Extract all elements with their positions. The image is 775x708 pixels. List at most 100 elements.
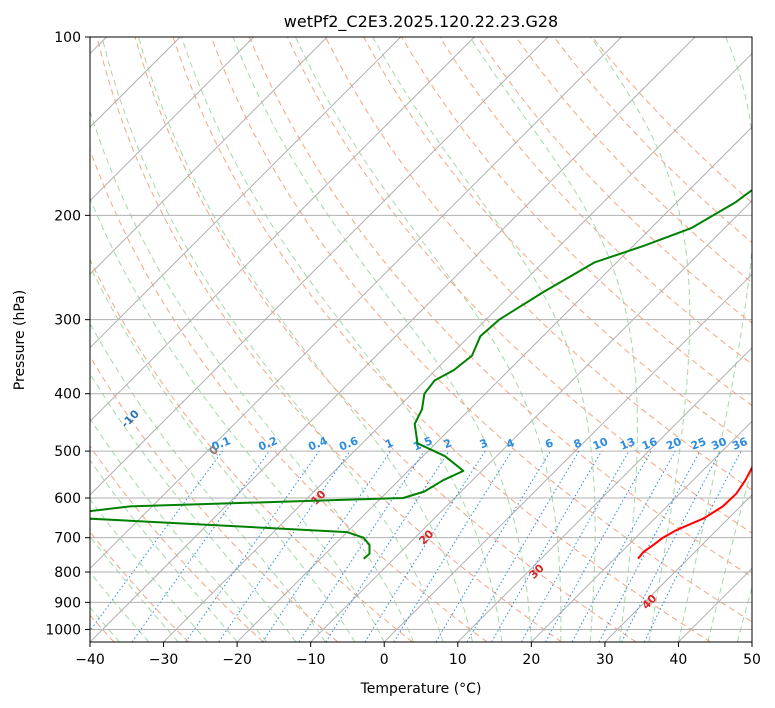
mixing-ratio-label: 1 — [383, 436, 395, 451]
mixing-ratio-label: 2 — [442, 436, 454, 451]
mixing-ratio-line — [521, 450, 630, 642]
isotherm — [90, 37, 622, 570]
isotherm — [90, 37, 402, 349]
mixing-ratio-label: 16 — [640, 435, 659, 453]
y-tick-label: 900 — [54, 595, 81, 611]
moist-adiabat — [90, 196, 385, 642]
isotherm — [457, 347, 752, 642]
x-tick-label: 30 — [596, 652, 614, 668]
y-tick-label: 500 — [54, 444, 81, 460]
moist-adiabat — [590, 37, 691, 642]
mixing-ratio-line — [393, 450, 513, 642]
moist-adiabat — [736, 585, 752, 642]
moist-adiabat — [181, 37, 503, 642]
dry-adiabat — [591, 37, 752, 204]
mixing-ratio-label: 6 — [543, 436, 555, 451]
plot-frame — [89, 36, 753, 643]
y-tick-label: 1000 — [45, 622, 81, 638]
y-tick-label: 100 — [54, 30, 81, 46]
mixing-ratio-line — [298, 450, 425, 642]
x-tick-label: 40 — [670, 652, 688, 668]
mixing-ratio-line — [435, 450, 551, 642]
moist-adiabat — [707, 465, 752, 642]
line-labels: 0.10.20.40.611.52346810131620253036-100-… — [119, 407, 750, 612]
moist-adiabat — [295, 37, 562, 642]
x-tick-label: 50 — [743, 652, 761, 668]
dry-adiabat-label: 40 — [639, 592, 659, 612]
x-tick-label: −40 — [75, 652, 105, 668]
dry-adiabat — [90, 355, 339, 642]
y-tick-label: 300 — [54, 313, 81, 329]
moist-adiabat — [90, 322, 326, 642]
dry-adiabat — [90, 445, 264, 642]
isotherm — [90, 37, 549, 496]
x-tick-label: 0 — [380, 652, 389, 668]
isotherm — [604, 494, 752, 642]
mixing-ratio-label: 36 — [730, 435, 749, 453]
mixing-ratio-line — [466, 450, 580, 642]
y-axis: 100 200 300 400 500 600 700 800 900 1000 — [45, 30, 90, 638]
y-tick-label: 700 — [54, 531, 81, 547]
x-tick-label: −30 — [149, 652, 179, 668]
moist-adiabat — [677, 37, 752, 642]
moist-adiabat — [90, 372, 297, 642]
x-axis-label: Temperature (°C) — [360, 681, 482, 697]
mixing-ratio-line — [185, 450, 320, 642]
mixing-ratio-label: 30 — [710, 435, 729, 453]
moist-adiabat — [232, 37, 532, 642]
y-tick-label: 400 — [54, 387, 81, 403]
x-tick-label: 10 — [449, 652, 467, 668]
mixing-ratio-label: 3 — [478, 436, 490, 451]
mixing-ratio-line — [325, 450, 450, 642]
mixing-ratio-label: 8 — [572, 436, 584, 451]
mixing-ratio-label: 13 — [618, 435, 637, 453]
dry-adiabat — [90, 148, 488, 642]
moist-adiabat — [90, 459, 238, 642]
mixing-ratio-line — [262, 450, 391, 642]
isotherm — [90, 37, 255, 202]
isotherm — [383, 273, 752, 642]
profiles — [90, 188, 752, 560]
dry-adiabat — [210, 37, 752, 623]
moist-adiabat — [90, 109, 415, 642]
y-tick-label: 800 — [54, 565, 81, 581]
moist-adiabat — [138, 37, 473, 642]
dewpoint-profile — [90, 188, 752, 560]
dry-adiabat — [325, 37, 752, 491]
x-axis: −40 −30 −20 −10 0 10 20 30 40 50 — [75, 642, 761, 668]
isotherm — [236, 126, 752, 642]
dry-adiabat — [248, 37, 752, 578]
y-axis-label: Pressure (hPa) — [12, 290, 28, 390]
y-tick-label: 200 — [54, 208, 81, 224]
mixing-ratio-line — [131, 450, 270, 642]
isotherm — [678, 567, 752, 642]
moist-adiabat — [90, 417, 267, 642]
dry-adiabat — [134, 37, 637, 642]
chart-title: wetPf2_C2E3.2025.120.22.23.G28 — [284, 12, 558, 32]
moist-adiabat — [372, 37, 596, 642]
dry-adiabat — [96, 37, 562, 642]
dry-adiabat-label: 30 — [527, 561, 547, 581]
moist-adiabat — [90, 498, 209, 642]
isotherm — [530, 420, 752, 642]
dry-adiabat-label: 20 — [416, 527, 436, 547]
moist-adiabat — [469, 37, 638, 642]
mixing-ratio-line — [643, 450, 742, 642]
mixing-ratio-line — [218, 450, 351, 642]
x-tick-label: −20 — [222, 652, 252, 668]
y-tick-label: 600 — [54, 491, 81, 507]
mixing-ratio-label: 10 — [591, 435, 610, 453]
x-tick-label: 20 — [522, 652, 540, 668]
mixing-ratio-line — [571, 450, 676, 642]
moist-adiabat — [90, 265, 356, 642]
dry-adiabat — [439, 37, 752, 365]
temperature-profile — [637, 465, 752, 560]
dry-adiabat — [90, 258, 413, 642]
isotherm — [90, 37, 696, 642]
dry-adiabat — [90, 531, 190, 642]
mixing-ratio-label: 20 — [664, 435, 683, 453]
isotherm — [90, 37, 475, 423]
background-lines — [90, 37, 752, 642]
mixing-ratio-line — [90, 450, 223, 632]
